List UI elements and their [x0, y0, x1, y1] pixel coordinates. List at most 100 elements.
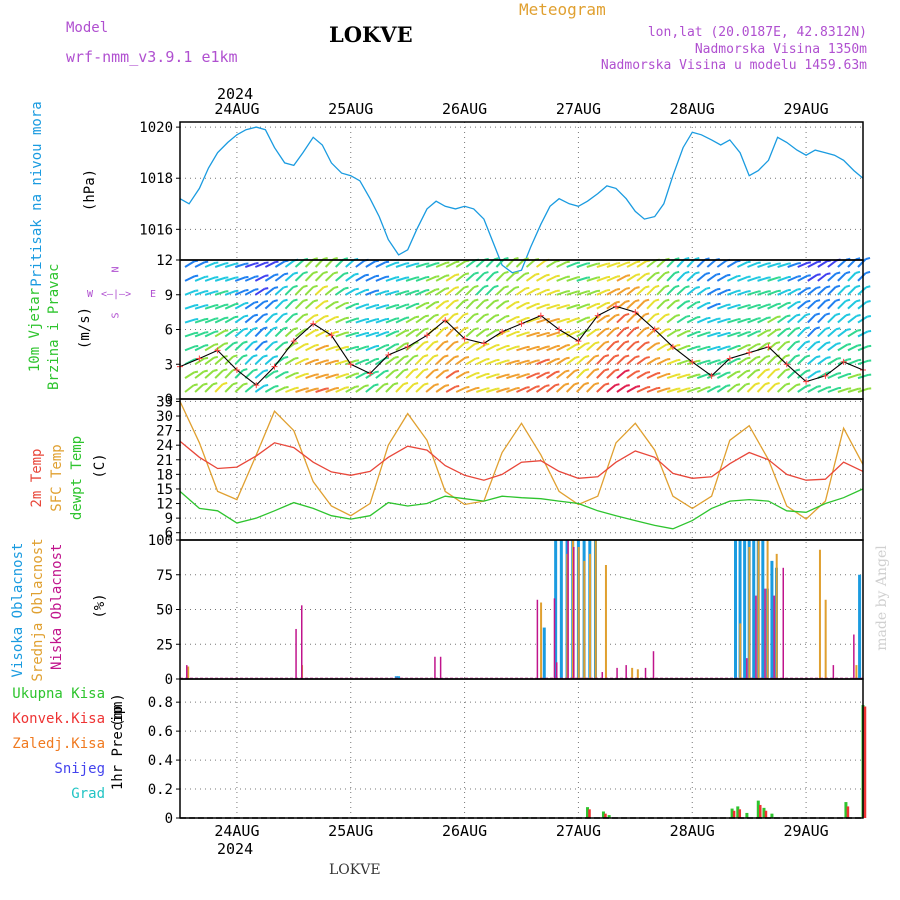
wind-barb-flag — [835, 271, 841, 275]
wind-barb-flag — [555, 383, 560, 387]
wind-barb — [204, 261, 216, 268]
wind-barb — [747, 261, 759, 268]
wind-barb — [546, 289, 558, 296]
wind-barb-flag — [444, 384, 450, 387]
wind-barb — [696, 317, 708, 324]
wind-barb — [596, 341, 606, 352]
wind-barb-flag — [704, 257, 710, 261]
wind-barb — [475, 300, 485, 310]
wind-barb-flag — [805, 369, 811, 373]
wind-barb-flag — [785, 368, 790, 372]
wind-barb — [254, 370, 265, 379]
wind-barb — [415, 342, 425, 352]
wind-speed-marker — [271, 363, 278, 370]
wind-barb — [847, 373, 859, 380]
wind-barb-flag — [785, 327, 791, 331]
wind-barb-flag — [825, 285, 831, 289]
wind-barb — [224, 329, 235, 338]
wind-barb-flag — [503, 270, 509, 275]
wind-barb — [536, 372, 547, 379]
wind-barb — [445, 261, 457, 268]
wind-barb — [254, 274, 266, 282]
wind-barb-flag — [263, 313, 268, 317]
wind-barb — [616, 355, 626, 365]
wind-barb — [817, 300, 827, 310]
wind-barb — [767, 303, 778, 310]
x-tick-label-bottom: 25AUG — [328, 822, 373, 840]
wind-barb-flag — [313, 257, 318, 261]
wind-barb-flag — [323, 285, 329, 289]
wind-barb — [405, 329, 416, 338]
wind-barb — [274, 328, 284, 338]
wind-barb — [184, 289, 196, 296]
wind-barb — [486, 373, 498, 380]
wind-barb — [425, 355, 435, 365]
wind-barb — [485, 359, 497, 366]
wind-barb — [576, 383, 586, 393]
wind-barb — [405, 316, 417, 324]
wind-barb — [325, 301, 336, 310]
wind-barb — [355, 259, 366, 268]
wind-barb-flag — [815, 340, 821, 344]
wind-barb-flag — [464, 341, 469, 345]
wind-barb — [656, 373, 668, 380]
wind-barb — [455, 300, 465, 310]
wind-barb — [355, 303, 367, 310]
wind-barb — [696, 386, 708, 393]
wind-barb-flag — [584, 368, 590, 372]
wind-barb — [686, 387, 698, 393]
wind-barb — [395, 317, 407, 324]
wind-barb — [305, 373, 317, 380]
wind-barb — [596, 355, 606, 365]
wind-barb — [234, 369, 244, 379]
wind-barb — [445, 341, 455, 352]
wind-barb-flag — [222, 381, 228, 386]
wind-barb — [254, 384, 265, 393]
wind-barb — [485, 329, 497, 338]
wind-barb-flag — [283, 326, 288, 330]
wind-barb — [284, 272, 295, 282]
wind-barb-flag — [334, 300, 339, 304]
wind-barb — [385, 330, 397, 338]
wind-barb-flag — [746, 356, 751, 360]
wind-barb-flag — [263, 354, 268, 358]
wind-barb-flag — [264, 287, 269, 290]
wind-barb — [736, 357, 748, 366]
wind-barb — [837, 258, 847, 268]
wind-barb — [415, 289, 427, 296]
wind-barb-flag — [766, 329, 771, 332]
wind-barb-flag — [443, 354, 449, 358]
wind-barb-flag — [493, 284, 499, 288]
wind-barb-flag — [234, 315, 239, 319]
wind-barb — [676, 345, 688, 352]
wind-barb-flag — [504, 285, 509, 289]
wind-barb — [345, 332, 357, 338]
wind-barb-flag — [696, 300, 701, 304]
wind-barb — [435, 370, 446, 379]
wind-barb — [355, 359, 367, 366]
wind-barb — [345, 385, 356, 393]
wind-barb — [596, 383, 606, 393]
wind-barb — [355, 372, 366, 379]
wind-barb — [325, 373, 337, 380]
compass-cross-arrows: <—|—> — [101, 289, 132, 300]
wind-barb — [525, 273, 537, 282]
wind-barb-flag — [645, 272, 650, 276]
wind-barb — [495, 315, 507, 324]
wind-barb — [566, 370, 576, 379]
wind-barb-flag — [604, 340, 610, 344]
wind-barb-flag — [495, 328, 500, 332]
wind-barb-flag — [284, 370, 289, 374]
wind-barb — [194, 304, 206, 310]
wind-barb — [807, 287, 817, 296]
wind-barb-flag — [756, 342, 761, 346]
wind-barb — [395, 276, 407, 282]
wind-barb-flag — [375, 259, 379, 263]
wind-barb-flag — [695, 285, 701, 289]
y-tick-label: 0.2 — [148, 782, 173, 798]
wind-barb-flag — [826, 272, 831, 276]
precip-bar-total — [601, 811, 605, 818]
wind-barb-flag — [736, 370, 741, 374]
wind-barb — [204, 276, 216, 282]
wind-barb-flag — [857, 329, 862, 332]
